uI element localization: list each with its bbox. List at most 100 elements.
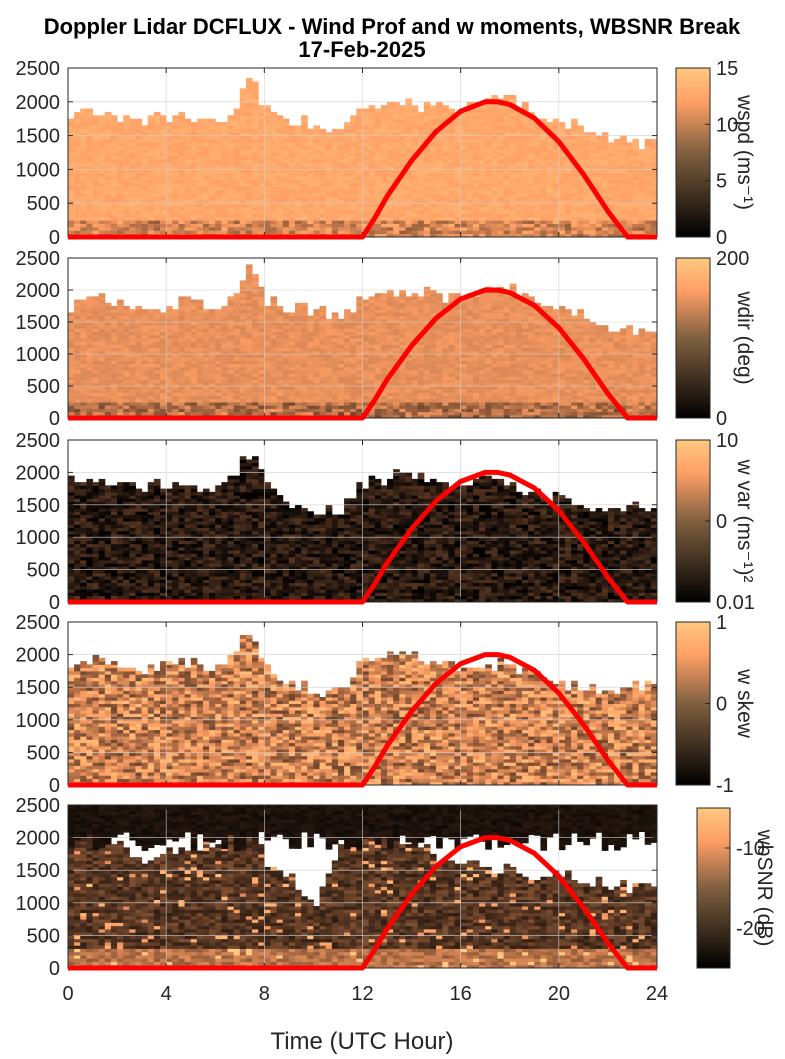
heatmap-cell — [460, 138, 468, 143]
heatmap-cell — [632, 172, 640, 177]
heatmap-cell — [423, 132, 431, 137]
heatmap-cell — [172, 312, 179, 317]
heatmap-cell — [202, 226, 210, 231]
heatmap-cell — [614, 203, 621, 208]
heatmap-cell — [129, 172, 136, 177]
heatmap-cell — [74, 395, 81, 400]
heatmap-cell — [104, 411, 112, 416]
heatmap-cell — [448, 135, 456, 140]
heatmap-cell — [160, 125, 167, 130]
heatmap-cell — [583, 186, 591, 191]
heatmap-cell — [626, 142, 633, 147]
heatmap-cell — [614, 149, 621, 153]
heatmap-cell — [215, 182, 222, 187]
heatmap-cell — [202, 360, 210, 365]
heatmap-cell — [190, 169, 198, 174]
heatmap-cell — [233, 149, 241, 153]
heatmap-cell — [362, 149, 370, 153]
heatmap-cell — [276, 398, 284, 403]
heatmap-cell — [479, 122, 486, 126]
heatmap-cell — [325, 216, 333, 221]
heatmap-cell — [264, 193, 271, 197]
heatmap-cell — [178, 125, 186, 130]
heatmap-cell — [245, 179, 253, 184]
heatmap-cell — [202, 142, 210, 147]
heatmap-cell — [110, 306, 118, 310]
heatmap-cell — [166, 318, 173, 323]
heatmap-cell — [209, 172, 216, 177]
heatmap-cell — [172, 382, 179, 387]
heatmap-cell — [215, 199, 222, 204]
heatmap-cell — [227, 166, 235, 170]
heatmap-cell — [405, 108, 413, 113]
heatmap-cell — [614, 196, 621, 201]
heatmap-cell — [141, 179, 149, 184]
heatmap-cell — [270, 363, 278, 368]
heatmap-cell — [239, 88, 247, 93]
heatmap-cell — [86, 216, 94, 221]
heatmap-cell — [166, 186, 173, 191]
heatmap-cell — [423, 152, 431, 157]
heatmap-cell — [68, 213, 75, 218]
heatmap-cell — [295, 411, 302, 416]
heatmap-cell — [172, 322, 179, 326]
heatmap-cell — [583, 233, 591, 238]
heatmap-cell — [644, 223, 652, 228]
heatmap-cell — [141, 149, 149, 153]
heatmap-cell — [74, 145, 81, 150]
heatmap-cell — [626, 186, 633, 191]
heatmap-cell — [258, 309, 265, 313]
heatmap-cell — [423, 108, 431, 113]
heatmap-cell — [233, 306, 241, 310]
heatmap-cell — [227, 296, 235, 301]
heatmap-cell — [644, 220, 652, 224]
heatmap-cell — [429, 179, 437, 184]
heatmap-cell — [380, 159, 388, 164]
heatmap-cell — [245, 172, 253, 177]
heatmap-cell — [522, 199, 529, 204]
heatmap-cell — [436, 206, 443, 211]
heatmap-cell — [110, 209, 118, 214]
heatmap-cell — [479, 132, 486, 137]
heatmap-cell — [98, 344, 106, 349]
heatmap-cell — [123, 176, 130, 181]
heatmap-cell — [282, 166, 290, 170]
heatmap-cell — [362, 159, 370, 164]
heatmap-cell — [178, 341, 186, 345]
heatmap-cell — [86, 408, 94, 413]
heatmap-cell — [123, 392, 130, 397]
heatmap-cell — [288, 360, 296, 365]
heatmap-cell — [196, 196, 204, 201]
heatmap-cell — [129, 169, 136, 174]
heatmap-cell — [301, 347, 308, 352]
heatmap-cell — [295, 408, 302, 413]
heatmap-cell — [454, 223, 462, 228]
heatmap-cell — [252, 338, 259, 342]
heatmap-cell — [221, 176, 229, 181]
heatmap-cell — [442, 193, 449, 197]
heatmap-cell — [98, 166, 106, 170]
heatmap-cell — [104, 402, 112, 406]
heatmap-cell — [601, 199, 609, 204]
heatmap-cell — [74, 408, 81, 413]
heatmap-cell — [571, 179, 578, 184]
heatmap-cell — [104, 213, 112, 218]
heatmap-cell — [227, 379, 235, 384]
heatmap-cell — [399, 230, 406, 235]
heatmap-cell — [368, 125, 376, 130]
heatmap-cell — [129, 325, 136, 329]
heatmap-cell — [399, 209, 406, 214]
heatmap-cell — [307, 366, 314, 371]
heatmap-cell — [350, 216, 357, 221]
heatmap-cell — [387, 166, 394, 170]
heatmap-cell — [282, 315, 290, 320]
heatmap-cell — [282, 350, 290, 355]
heatmap-cell — [123, 135, 130, 140]
heatmap-cell — [405, 223, 413, 228]
heatmap-cell — [141, 216, 149, 221]
heatmap-cell — [264, 389, 271, 393]
heatmap-cell — [485, 125, 492, 130]
heatmap-cell — [479, 186, 486, 191]
heatmap-cell — [528, 162, 535, 167]
heatmap-cell — [650, 193, 658, 197]
